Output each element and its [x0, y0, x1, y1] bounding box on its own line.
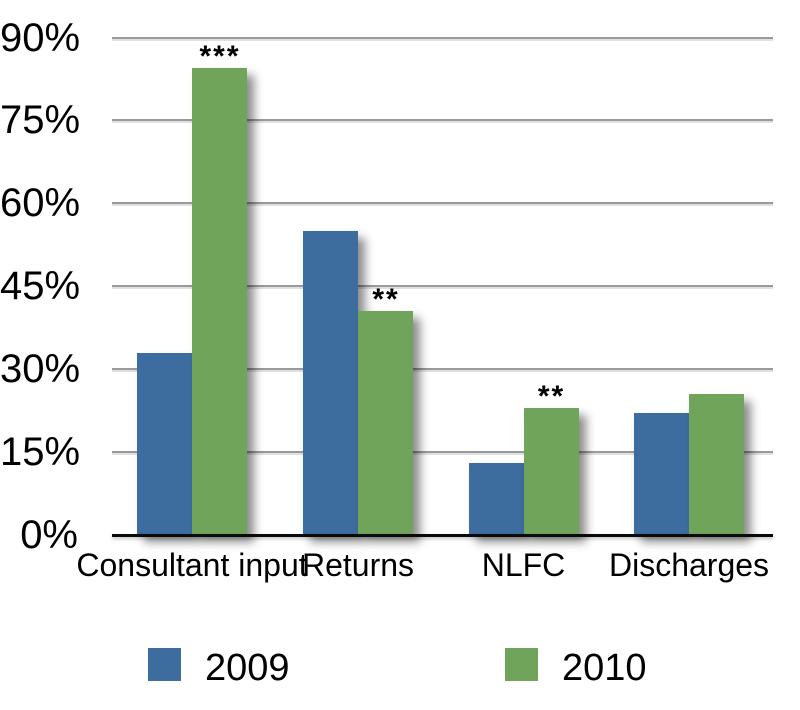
significance-stars-returns: ** — [372, 283, 400, 317]
x-axis-line — [112, 533, 773, 537]
bar-discharges-2010 — [689, 394, 744, 535]
legend-swatch-2009 — [148, 648, 181, 681]
bar-nlfc-2010 — [523, 407, 579, 535]
bar-consultant-input-2009 — [137, 352, 192, 535]
legend-swatch-2010 — [505, 648, 538, 681]
y-tick-label-90: 90% — [0, 15, 81, 60]
bar-nlfc-2009 — [468, 463, 524, 535]
bar-returns-2010 — [358, 311, 413, 535]
significance-stars-consultant-input: *** — [199, 39, 241, 73]
x-axis-label-returns: Returns — [301, 547, 415, 583]
gridline-30 — [112, 368, 773, 371]
x-axis-label-consultant-input: Consultant input — [76, 547, 308, 583]
gridline-60 — [112, 202, 773, 205]
y-tick-label-15: 15% — [0, 430, 81, 475]
significance-stars-nlfc: ** — [537, 379, 566, 413]
legend-label-2010: 2010 — [562, 647, 647, 689]
x-axis-label-nlfc: NLFC — [481, 547, 566, 583]
bar-discharges-2009 — [634, 413, 689, 535]
x-axis-label-discharges: Discharges — [608, 547, 770, 583]
gridline-75 — [112, 119, 773, 122]
legend-label-2009: 2009 — [205, 647, 290, 689]
y-tick-label-30: 30% — [0, 347, 81, 392]
gridline-90 — [112, 36, 773, 39]
y-tick-label-75: 75% — [0, 98, 81, 143]
y-tick-label-60: 60% — [0, 181, 81, 226]
gridline-45 — [112, 285, 773, 288]
gridline-15 — [112, 451, 773, 454]
bar-returns-2009 — [303, 230, 358, 535]
y-tick-label-45: 45% — [0, 264, 81, 309]
y-tick-label-0: 0% — [20, 513, 78, 557]
bar-consultant-input-2010 — [192, 67, 247, 535]
